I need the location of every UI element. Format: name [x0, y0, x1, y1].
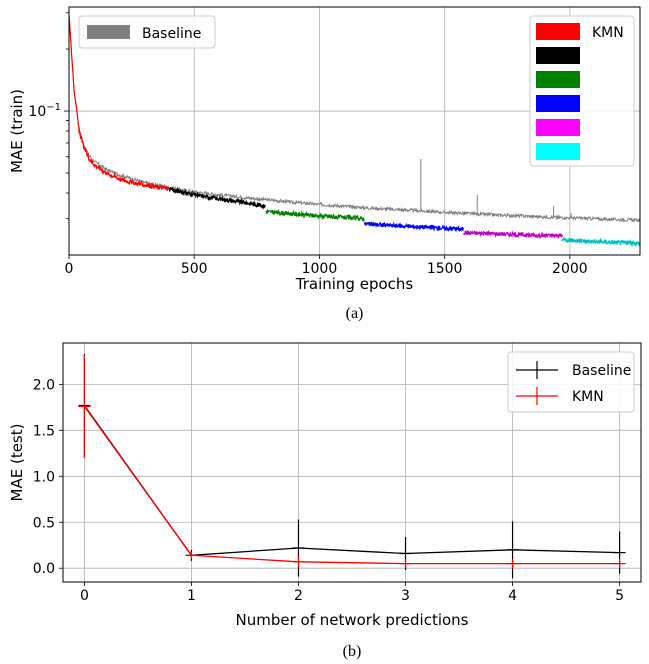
- series-segment-4: [363, 221, 464, 233]
- legend-swatch: [536, 23, 580, 40]
- legend-label: KMN: [572, 389, 604, 405]
- x-tick-label: 5: [615, 588, 624, 604]
- x-tick-label: 1000: [302, 261, 338, 277]
- x-axis-label: Training epochs: [295, 275, 414, 293]
- legend-swatch: [536, 143, 580, 160]
- series-segment-6: [561, 237, 641, 248]
- legend-label: Baseline: [572, 363, 631, 379]
- y-tick-label: 2.0: [33, 377, 55, 393]
- x-tick-label: 0: [65, 261, 74, 277]
- x-tick-label: 3: [401, 588, 410, 604]
- axes-frame-b: [62, 342, 642, 583]
- panel-a: 0 500 1000 1500 2000 10−1 Training epochs MAE (…: [8, 6, 641, 322]
- y-axis-label: MAE (test): [8, 424, 26, 502]
- legend-label: Baseline: [142, 26, 201, 42]
- legend-kmn: KMN: [529, 15, 635, 167]
- series-kmn: [78, 354, 626, 569]
- y-tick-label: 0.5: [33, 515, 55, 531]
- legend-box: [507, 351, 635, 413]
- series-line: [83, 405, 620, 556]
- legend-swatch: [87, 25, 130, 39]
- y-tick-label: 1.0: [33, 469, 55, 485]
- panel-b: 0 1 2 3 4 5 0.0 0.5 1.0 1.5 2.0 Number of network p…: [8, 342, 642, 660]
- y-tick-label: 10−1: [28, 102, 61, 120]
- legend-label: KMN: [592, 25, 624, 41]
- x-tick-label: 2000: [552, 261, 588, 277]
- legend-box: [78, 15, 216, 49]
- x-tick-label: 500: [181, 261, 208, 277]
- x-tick-label: 2: [294, 588, 303, 604]
- series-segment-2: [168, 186, 266, 210]
- y-axis-label: MAE (train): [8, 89, 26, 173]
- y-tick-label: 0.0: [33, 561, 55, 577]
- series-line: [83, 406, 620, 565]
- x-tick-label: 1500: [427, 261, 463, 277]
- x-tick-label: 1: [187, 588, 196, 604]
- legend-swatch: [536, 71, 580, 88]
- legend-swatch: [536, 47, 580, 64]
- series-kmn: [68, 15, 170, 191]
- axes-frame-a: [68, 6, 641, 256]
- legend-swatch: [536, 95, 580, 112]
- series-segment-5: [463, 229, 563, 240]
- y-tick-label: 1.5: [33, 423, 55, 439]
- legend-baseline: Baseline: [78, 15, 216, 49]
- series-segment-3: [265, 208, 365, 222]
- panel-caption-a: (a): [346, 305, 364, 322]
- x-tick-label: 0: [80, 588, 89, 604]
- panel-caption-b: (b): [343, 643, 362, 660]
- legend-b: Baseline KMN: [507, 351, 635, 413]
- x-axis-label: Number of network predictions: [235, 611, 468, 629]
- x-tick-label: 4: [508, 588, 517, 604]
- legend-swatch: [536, 119, 580, 136]
